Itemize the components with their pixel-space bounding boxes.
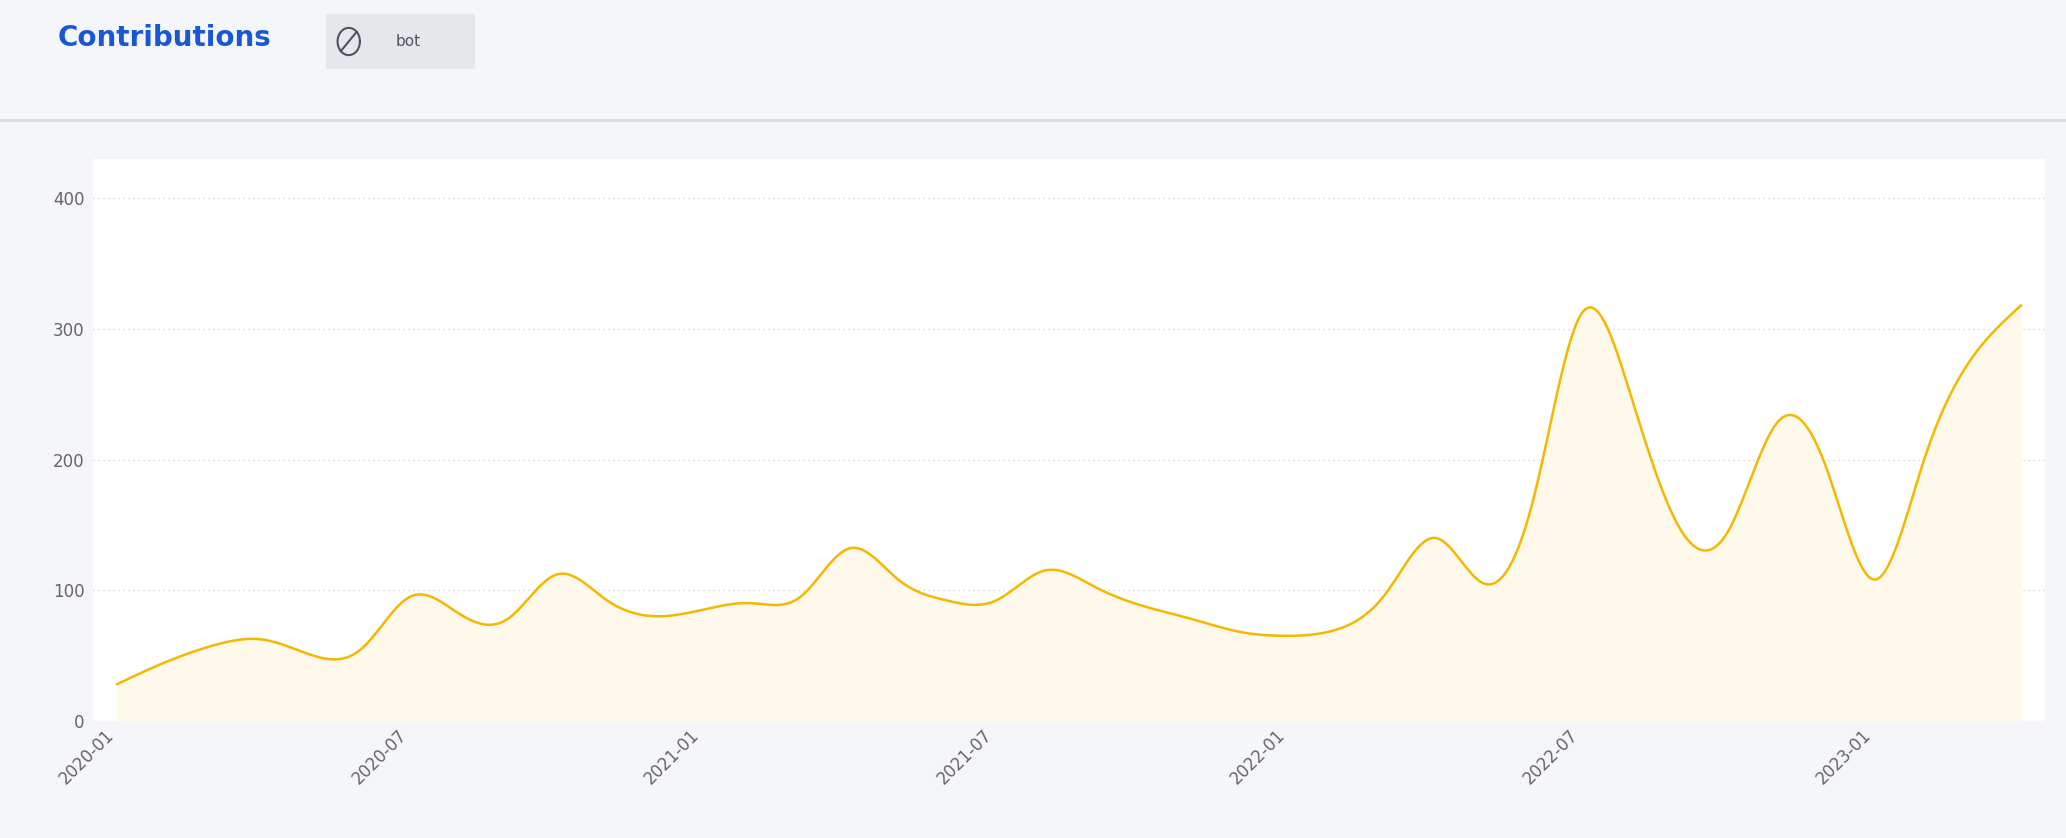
Text: bot: bot xyxy=(397,34,421,49)
Text: Contributions: Contributions xyxy=(58,23,271,52)
FancyBboxPatch shape xyxy=(322,11,479,72)
